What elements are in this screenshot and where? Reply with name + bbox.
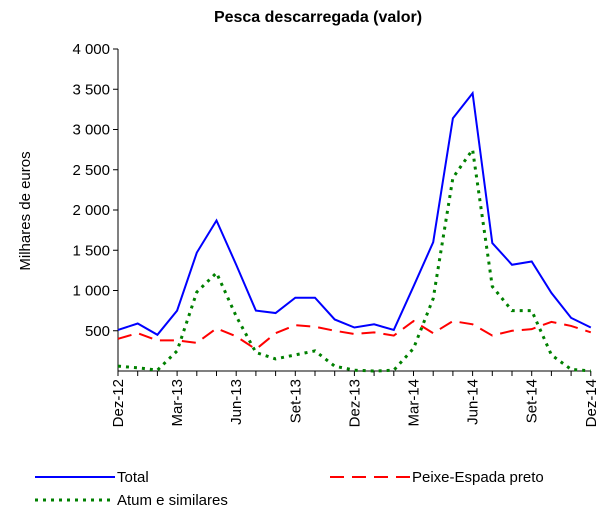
y-tick-label: 3 500 [72,81,110,98]
x-tick-label: Dez-12 [110,379,127,427]
y-tick-label: 2 000 [72,202,110,219]
x-tick-label: Set-13 [287,379,304,423]
x-tick-label: Jun-13 [228,379,245,425]
x-tick-label: Mar-13 [169,379,186,427]
y-tick-label: 3 000 [72,122,110,139]
x-tick-label: Dez-13 [346,379,363,427]
chart-title: Pesca descarregada (valor) [214,9,422,26]
y-tick-label: 1 500 [72,242,110,259]
legend-label: Total [117,469,149,486]
x-tick-label: Mar-14 [406,379,423,427]
series-line [117,319,592,351]
x-tick-label: Dez-14 [583,379,600,427]
series-line [117,145,591,373]
legend-label: Atum e similares [117,492,228,509]
legend-label: Peixe-Espada preto [412,469,544,486]
y-tick-label: 500 [85,323,110,340]
y-axis-label: Milhares de euros [17,151,34,270]
x-tick-label: Set-14 [524,379,541,423]
x-tick-label: Jun-14 [465,379,482,425]
series-line [117,90,592,337]
y-tick-label: 1 000 [72,283,110,300]
y-tick-label: 4 000 [72,41,110,58]
y-tick-label: 2 500 [72,162,110,179]
